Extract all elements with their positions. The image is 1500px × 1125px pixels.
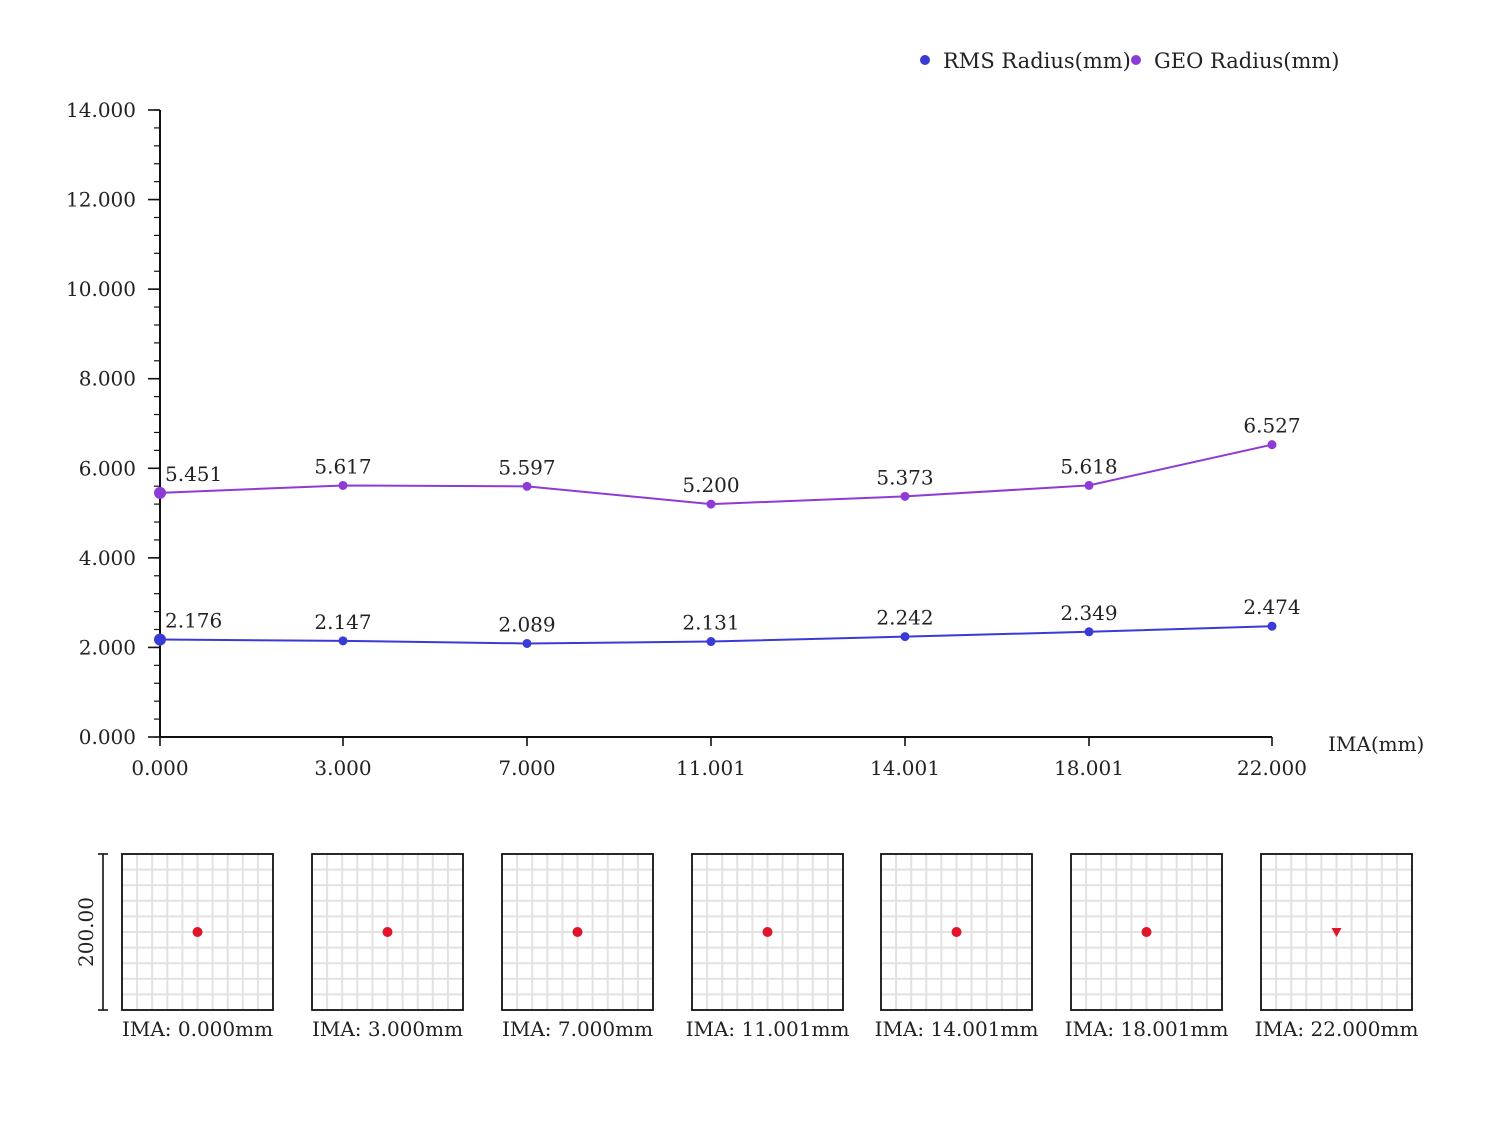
spot-label: IMA: 7.000mm <box>502 1017 653 1041</box>
x-axis-title: IMA(mm) <box>1328 732 1424 756</box>
data-point <box>1267 440 1277 450</box>
x-tick-label: 7.000 <box>498 756 555 780</box>
legend-marker <box>1131 55 1141 65</box>
spot-frame <box>691 853 844 1011</box>
x-tick-label: 14.001 <box>870 756 940 780</box>
data-label: 2.089 <box>498 612 555 636</box>
spot-diagram: IMA: 22.000mm <box>1255 853 1419 1041</box>
data-point <box>900 632 910 642</box>
spot-diagram: IMA: 11.001mm <box>686 853 850 1041</box>
data-point <box>154 633 166 646</box>
data-point <box>1084 627 1094 637</box>
x-tick-label: 22.000 <box>1237 756 1307 780</box>
data-point <box>338 480 348 490</box>
spot-frame <box>1070 853 1223 1011</box>
series-layer: 2.176 2.147 2.089 2.131 2.242 2.349 2.474 5.451… <box>154 414 1301 648</box>
spot-label: IMA: 0.000mm <box>122 1017 273 1041</box>
spot-diagram: IMA: 14.001mm <box>875 853 1039 1041</box>
data-label: 2.131 <box>682 611 739 635</box>
data-label: 5.373 <box>876 465 933 489</box>
spot-marker <box>192 927 203 937</box>
y-tick-label: 14.000 <box>66 98 136 122</box>
spot-frame <box>501 853 654 1011</box>
x-tick-label: 18.001 <box>1054 756 1124 780</box>
data-point <box>706 637 716 647</box>
spot-label: IMA: 18.001mm <box>1065 1017 1229 1041</box>
spot-frame <box>1260 853 1413 1011</box>
spot-marker <box>951 927 962 937</box>
y-tick-label: 4.000 <box>79 546 136 570</box>
spot-label: IMA: 14.001mm <box>875 1017 1039 1041</box>
data-label: 2.242 <box>876 606 933 630</box>
y-tick-label: 6.000 <box>79 456 136 480</box>
spot-label: IMA: 11.001mm <box>686 1017 850 1041</box>
spot-marker <box>762 927 773 937</box>
spot-diagram-panel: 200.00 IMA: 0.000mm IMA: 3.000mm IMA: 7.000… <box>74 853 1419 1041</box>
legend-label: GEO Radius(mm) <box>1154 49 1339 73</box>
x-tick-label: 11.001 <box>676 756 746 780</box>
x-tick-label: 0.000 <box>131 756 188 780</box>
legend-label: RMS Radius(mm) <box>943 49 1131 73</box>
data-point <box>522 638 532 648</box>
y-tick-label: 12.000 <box>66 188 136 212</box>
data-label: 5.200 <box>682 473 739 497</box>
data-label: 2.176 <box>165 609 222 633</box>
data-label: 5.451 <box>165 462 222 486</box>
data-point <box>706 499 716 509</box>
legend-marker <box>920 55 930 65</box>
y-tick-label: 8.000 <box>79 367 136 391</box>
scale-label: 200.00 <box>74 897 98 967</box>
data-label: 2.474 <box>1243 595 1300 619</box>
data-label: 6.527 <box>1243 414 1300 438</box>
spot-diagram: IMA: 0.000mm <box>121 853 274 1041</box>
spot-diagram: IMA: 3.000mm <box>311 853 464 1041</box>
spot-marker <box>382 927 393 937</box>
spot-diagram: IMA: 7.000mm <box>501 853 654 1041</box>
spot-frame <box>121 853 274 1011</box>
data-point <box>900 491 910 501</box>
spot-marker <box>1141 927 1152 937</box>
data-point <box>522 481 532 491</box>
data-label: 5.597 <box>498 455 555 479</box>
data-point <box>1084 480 1094 490</box>
spot-frame <box>311 853 464 1011</box>
y-tick-label: 0.000 <box>79 725 136 749</box>
spot-marker <box>1331 928 1342 937</box>
x-tick-label: 3.000 <box>314 756 371 780</box>
spot-label: IMA: 22.000mm <box>1255 1017 1419 1041</box>
data-point <box>154 486 166 499</box>
data-label: 2.349 <box>1060 601 1117 625</box>
data-label: 5.618 <box>1060 454 1117 478</box>
axes: 0.000 2.000 4.000 6.000 8.000 10.000 12.000 14.… <box>66 98 1424 780</box>
y-tick-label: 2.000 <box>79 635 136 659</box>
data-point <box>1267 621 1277 631</box>
spot-marker <box>572 927 583 937</box>
spot-diagram: IMA: 18.001mm <box>1065 853 1229 1041</box>
y-tick-label: 10.000 <box>66 277 136 301</box>
legend: RMS Radius(mm) GEO Radius(mm) <box>920 49 1339 73</box>
data-label: 2.147 <box>314 610 371 634</box>
data-label: 5.617 <box>314 454 371 478</box>
data-point <box>338 636 348 646</box>
spot-frame <box>880 853 1033 1011</box>
spot-label: IMA: 3.000mm <box>312 1017 463 1041</box>
